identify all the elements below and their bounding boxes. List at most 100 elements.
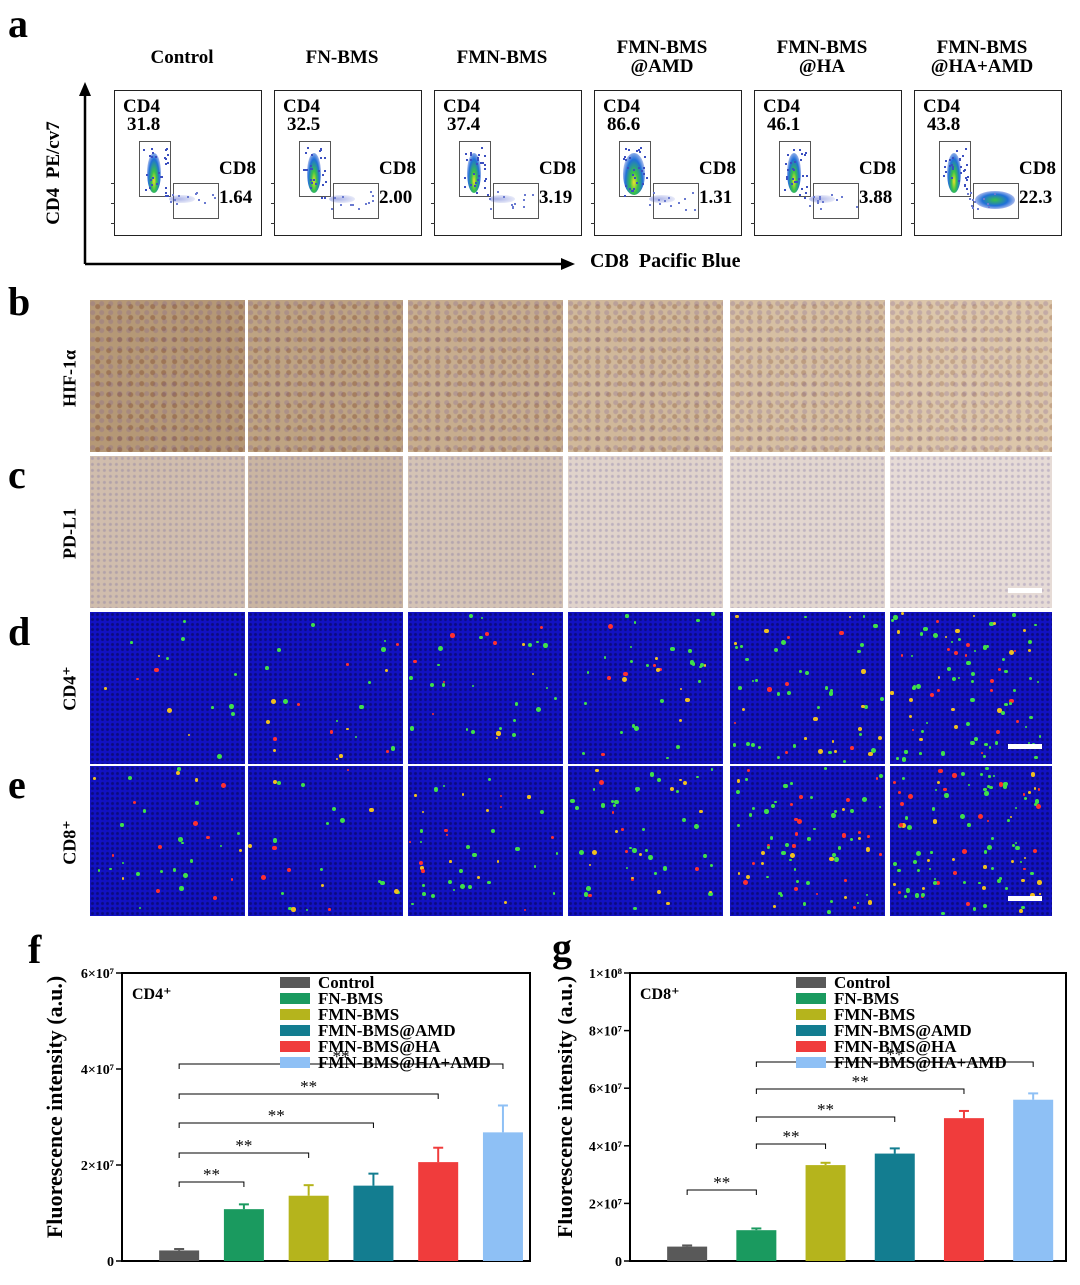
fluorescent-cell [1021, 878, 1025, 883]
fluorescent-cell [656, 890, 661, 895]
fluorescent-cell [421, 810, 424, 814]
fluorescent-cell [846, 797, 851, 802]
event-dot [367, 202, 370, 205]
fluorescent-cell [635, 786, 640, 791]
fluorescent-cell [919, 737, 923, 742]
fluorescent-cell [623, 671, 628, 676]
fluorescent-cell [1008, 702, 1012, 705]
fluorescent-cell [787, 636, 791, 640]
tick [911, 183, 915, 184]
fluorescent-cell [965, 642, 970, 647]
event-dot [480, 147, 483, 150]
fluorescent-cell [276, 780, 281, 785]
fluorescent-cell [813, 716, 818, 722]
fluorescent-cell [994, 741, 998, 745]
fluorescent-cell [824, 766, 828, 771]
y-axis-label: Fluorescence intensity (a.u.) [558, 976, 577, 1238]
fluorescent-cell [1001, 710, 1006, 716]
fluorescent-cell [790, 782, 794, 786]
event-dot [684, 208, 687, 211]
fluorescent-cell [986, 845, 992, 851]
event-dot [157, 171, 160, 174]
fluorescent-cell [969, 740, 975, 746]
event-dot [635, 182, 638, 185]
cd8-if-tile [890, 766, 1052, 916]
event-dot [787, 153, 790, 156]
event-dot [159, 176, 162, 179]
flow-plot: CD4 46.1 CD8 3.88 [751, 90, 902, 236]
fluorescent-cell [933, 877, 937, 881]
cd8-label: CD8 [219, 158, 256, 179]
fluorescent-cell [804, 671, 809, 676]
fluorescent-cell [990, 867, 994, 871]
event-dot [964, 176, 967, 179]
fluorescent-cell [912, 685, 917, 690]
fluorescent-cell [736, 779, 741, 783]
fluorescent-cell [491, 828, 496, 833]
fluorescent-cell [920, 729, 925, 734]
fluorescent-cell [751, 806, 755, 810]
event-dot [784, 163, 787, 166]
event-dot [149, 187, 152, 190]
fluorescent-cell [990, 678, 995, 684]
fluorescent-cell [645, 663, 650, 668]
fluorescent-cell [1034, 755, 1038, 760]
fluorescent-cell [346, 728, 349, 731]
event-dot [952, 165, 955, 168]
event-dot [657, 198, 660, 201]
event-dot [163, 156, 166, 159]
event-dot [625, 158, 628, 161]
event-dot [640, 169, 643, 172]
fluorescent-cell [599, 779, 605, 785]
fluorescent-cell [586, 885, 591, 891]
legend-swatch [796, 1041, 826, 1052]
fluorescent-cell [862, 615, 866, 618]
event-dot [352, 203, 355, 206]
fluorescent-cell [528, 642, 533, 647]
flow-plot: CD4 43.8 CD8 22.3 [911, 90, 1062, 236]
cd4-label: CD4 [603, 96, 640, 117]
event-dot [812, 196, 815, 199]
fluorescent-cell [858, 830, 862, 835]
tick [431, 223, 435, 224]
cd4-gate [139, 141, 171, 197]
fluorescent-cell [1027, 741, 1031, 745]
event-dot [667, 196, 670, 199]
fluorescent-cell [691, 662, 696, 667]
fluorescent-cell [936, 780, 941, 785]
event-dot [805, 186, 808, 189]
event-dot [303, 169, 306, 172]
event-dot [785, 178, 788, 181]
fluorescent-cell [385, 668, 389, 672]
event-dot [155, 182, 158, 185]
fluorescent-cell [280, 891, 284, 895]
fluorescent-cell [733, 721, 737, 725]
event-dot [465, 158, 468, 161]
fluorescent-cell [699, 809, 704, 814]
event-dot [817, 200, 820, 203]
fluorescent-cell [875, 776, 879, 780]
fluorescent-cell [659, 699, 664, 704]
fluorescent-cell [989, 688, 994, 692]
fluorescent-cell [409, 726, 415, 731]
fluorescent-cell [863, 704, 869, 710]
fluorescent-cell [1030, 871, 1034, 876]
fluorescent-cell [745, 657, 749, 662]
fluorescent-cell [359, 704, 364, 710]
fluorescent-cell [586, 671, 590, 674]
fluorescent-cell [622, 677, 628, 683]
fluorescent-cell [272, 748, 277, 753]
fluorescent-cell [265, 665, 269, 670]
fluorescent-cell [499, 794, 503, 798]
event-dot [475, 163, 478, 166]
event-dot [476, 179, 479, 182]
row-label-cd4: CD4⁺ [59, 666, 80, 711]
fluorescent-cell [679, 778, 682, 782]
event-dot [522, 199, 525, 202]
fluorescent-cell [1030, 892, 1035, 898]
fluorescent-cell [892, 780, 897, 785]
event-dot [623, 195, 626, 198]
fluorescent-cell [636, 790, 639, 793]
fluorescent-cell [857, 727, 862, 732]
fluorescent-cell [872, 623, 878, 629]
